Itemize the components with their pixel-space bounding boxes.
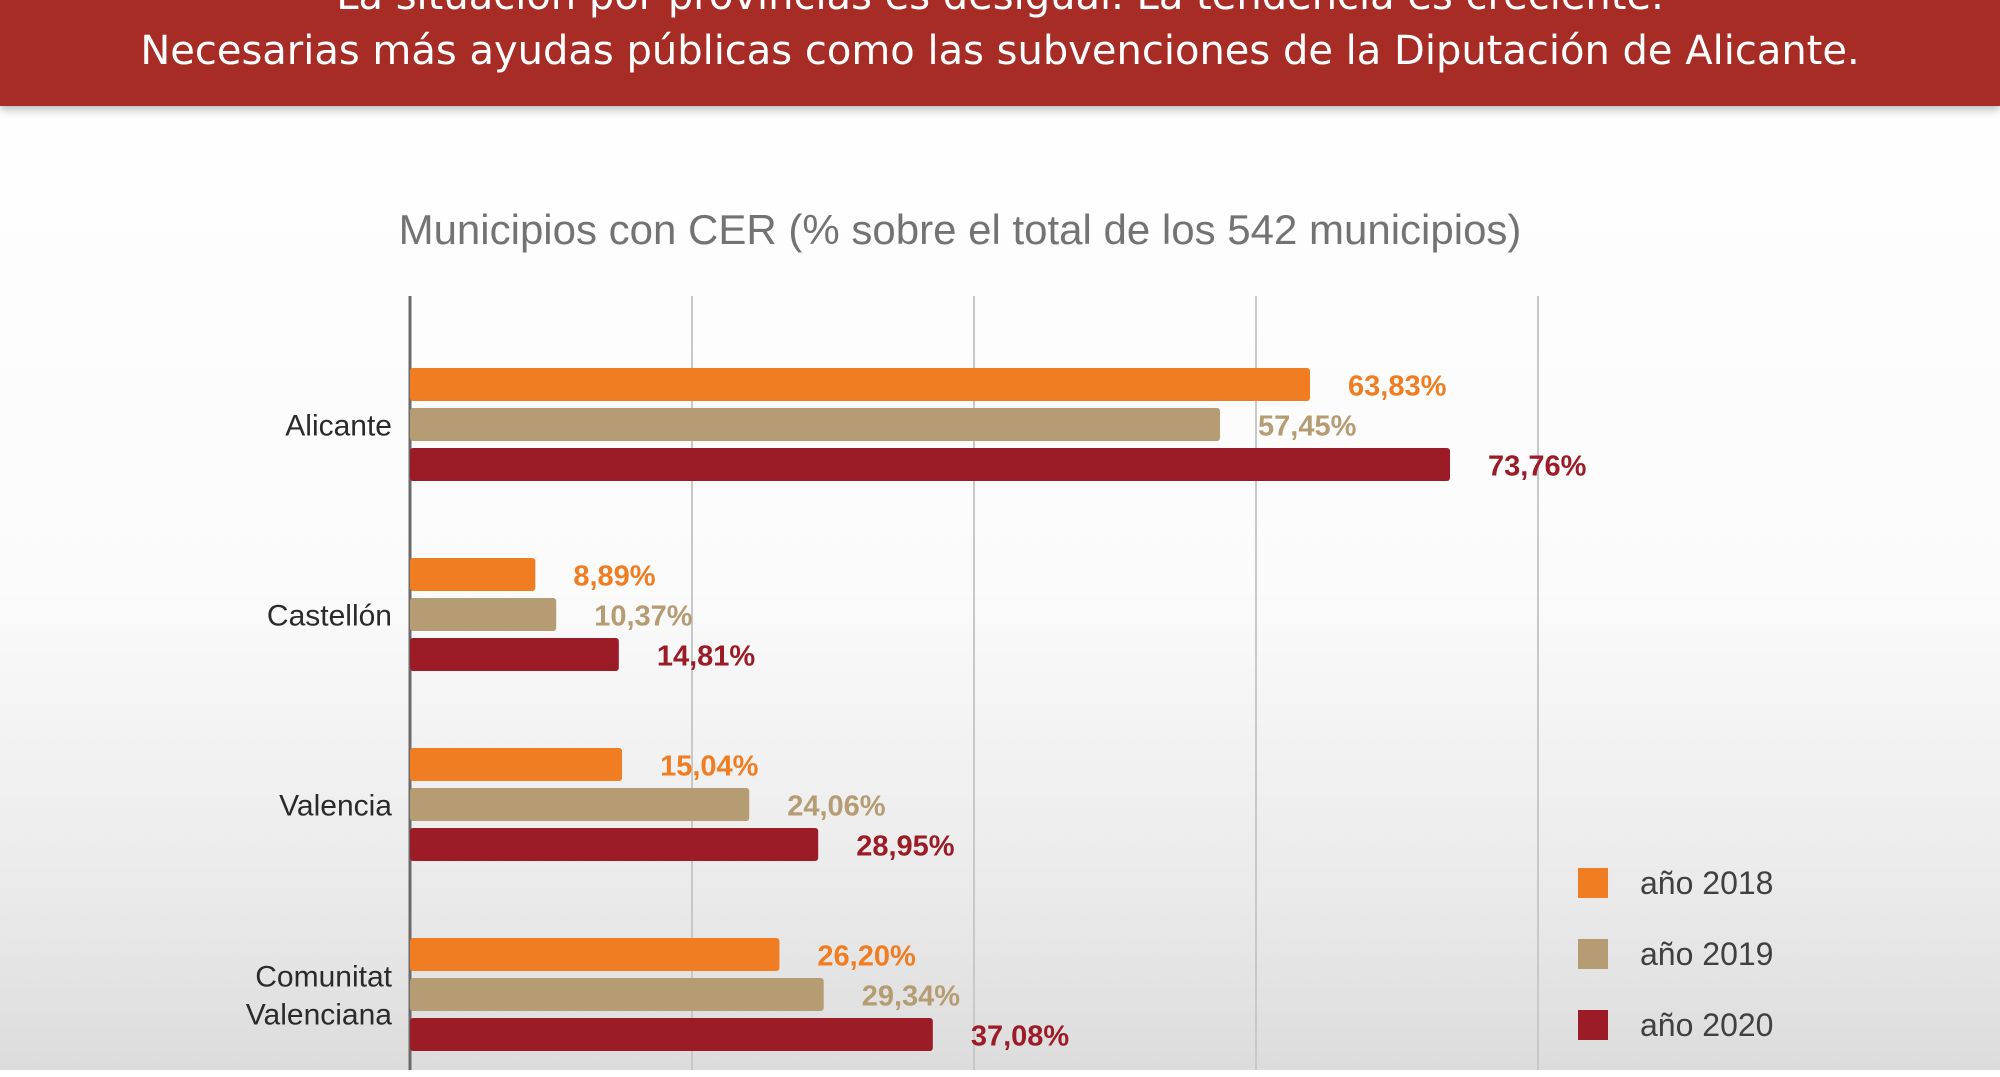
legend-item-2020: año 2020	[1578, 1006, 1838, 1044]
data-label-3-1: 29,34%	[862, 981, 961, 1013]
bar-1-0	[410, 558, 536, 591]
banner-line-2: Necesarias más ayudas públicas como las …	[140, 28, 1860, 74]
bar-3-2	[410, 1018, 933, 1051]
data-label-1-0: 8,89%	[573, 561, 655, 593]
legend-swatch-2019	[1578, 939, 1608, 969]
chart-legend: año 2018 año 2019 año 2020	[1578, 864, 1838, 1077]
data-label-3-2: 37,08%	[971, 1021, 1070, 1053]
legend-label-2019: año 2019	[1640, 935, 1774, 972]
bar-2-2	[410, 828, 819, 861]
legend-label-2020: año 2020	[1640, 1006, 1774, 1043]
legend-item-2019: año 2019	[1578, 935, 1838, 973]
category-label-3-1: Valenciana	[246, 999, 393, 1032]
bar-1-1	[410, 598, 557, 631]
bar-0-1	[410, 408, 1221, 441]
bar-1-2	[410, 638, 619, 671]
chart-title: Municipios con CER (% sobre el total de …	[398, 206, 1522, 253]
category-label-1: Castellón	[267, 600, 392, 633]
bar-2-1	[410, 788, 750, 821]
data-label-0-2: 73,76%	[1488, 451, 1587, 483]
legend-label-2018: año 2018	[1640, 864, 1774, 901]
bar-3-1	[410, 978, 824, 1011]
data-label-3-0: 26,20%	[817, 941, 916, 973]
data-label-1-1: 10,37%	[594, 601, 693, 633]
bar-0-2	[410, 448, 1451, 481]
bar-0-0	[410, 368, 1311, 401]
data-label-2-2: 28,95%	[856, 831, 955, 863]
data-label-2-1: 24,06%	[787, 791, 886, 823]
data-label-0-0: 63,83%	[1348, 371, 1447, 403]
legend-swatch-2020	[1578, 1010, 1608, 1040]
header-banner: La situación por provincias es desigual.…	[0, 0, 2000, 106]
category-label-3-0: Comunitat	[255, 961, 392, 994]
category-label-2: Valencia	[279, 790, 392, 823]
data-label-2-0: 15,04%	[660, 751, 759, 783]
bar-3-0	[410, 938, 780, 971]
bar-2-0	[410, 748, 623, 781]
legend-item-2018: año 2018	[1578, 864, 1838, 902]
legend-swatch-2018	[1578, 868, 1608, 898]
banner-line-1: La situación por provincias es desigual.…	[0, 0, 2000, 16]
category-label-0: Alicante	[285, 410, 392, 443]
data-label-0-1: 57,45%	[1258, 411, 1357, 443]
data-label-1-2: 14,81%	[657, 641, 756, 673]
